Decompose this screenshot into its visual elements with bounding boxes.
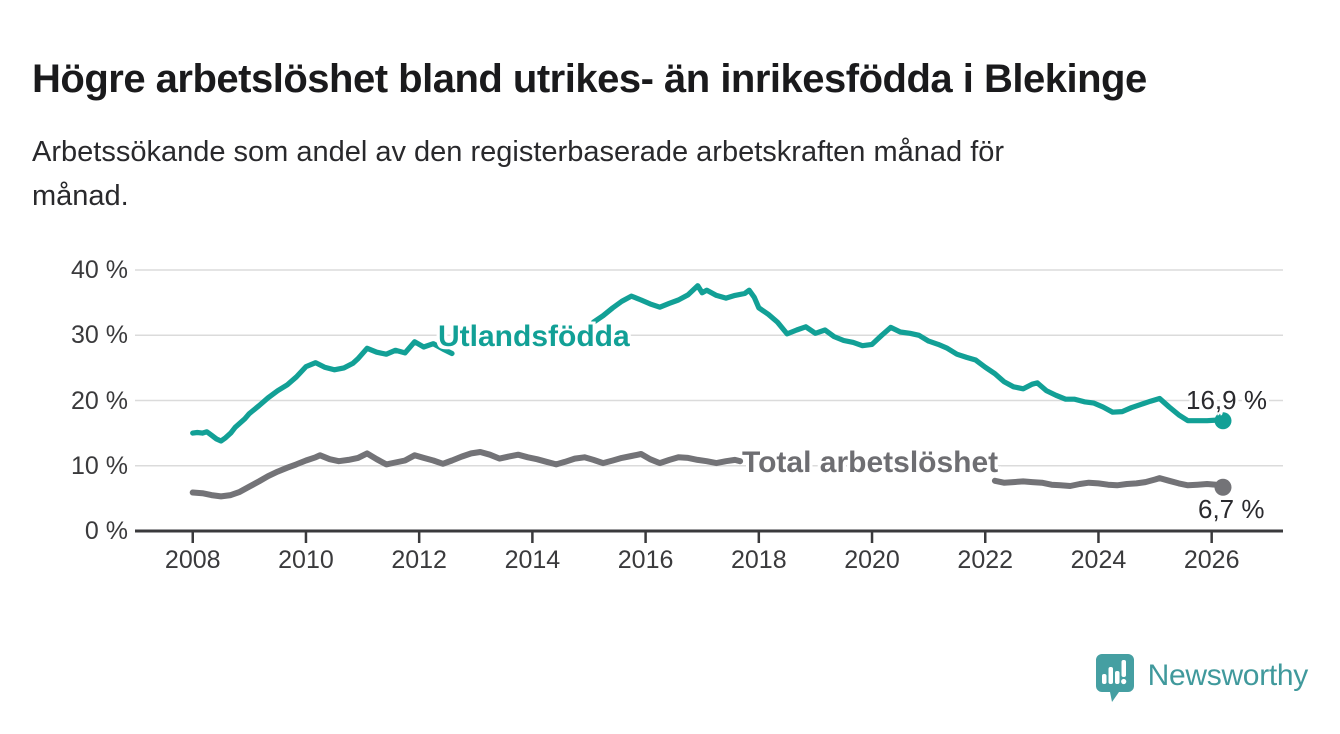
x-tick-label: 2020: [844, 546, 900, 574]
end-value-label-utlandsfodda: 16,9 %: [1186, 385, 1267, 415]
x-tick-label: 2008: [164, 546, 221, 574]
newsworthy-logo-icon: [1095, 654, 1134, 702]
x-tick-label: 2018: [731, 546, 787, 574]
chart-subtitle-line-2: månad.: [32, 180, 129, 212]
series-label-utlandsfodda: Utlandsfödda: [438, 320, 630, 353]
end-value-label-total: 6,7 %: [1198, 494, 1265, 524]
y-tick-label: 30 %: [71, 321, 128, 350]
series-label-total-arbetsloshet: Total arbetslöshet: [742, 446, 999, 479]
y-tick-label: 0 %: [84, 517, 128, 545]
series-line-total: [189, 449, 744, 500]
y-tick-label: 40 %: [71, 256, 128, 284]
x-tick-label: 2012: [391, 546, 447, 574]
y-tick-label: 20 %: [71, 386, 128, 415]
x-tick-label: 2022: [957, 546, 1014, 574]
chart-subtitle: Arbetssökande som andel av den registerb…: [32, 130, 1262, 218]
x-tick-label: 2016: [617, 546, 674, 574]
series-line-utlandsfodda: [590, 283, 1226, 424]
series-line-utlandsfodda: [190, 339, 455, 444]
newsworthy-brand-text: Newsworthy: [1147, 659, 1309, 692]
page-title: Högre arbetslöshet bland utrikes- än inr…: [32, 56, 1147, 101]
x-tick-label: 2010: [278, 546, 334, 574]
y-tick-label: 10 %: [71, 451, 128, 480]
newsworthy-logo: Newsworthy: [1094, 652, 1308, 708]
x-tick-label: 2026: [1183, 546, 1240, 574]
x-tick-label: 2024: [1070, 546, 1127, 574]
chart-subtitle-line-1: Arbetssökande som andel av den registerb…: [32, 136, 1005, 168]
x-tick-label: 2014: [504, 546, 561, 574]
series-line-total: [991, 475, 1226, 491]
